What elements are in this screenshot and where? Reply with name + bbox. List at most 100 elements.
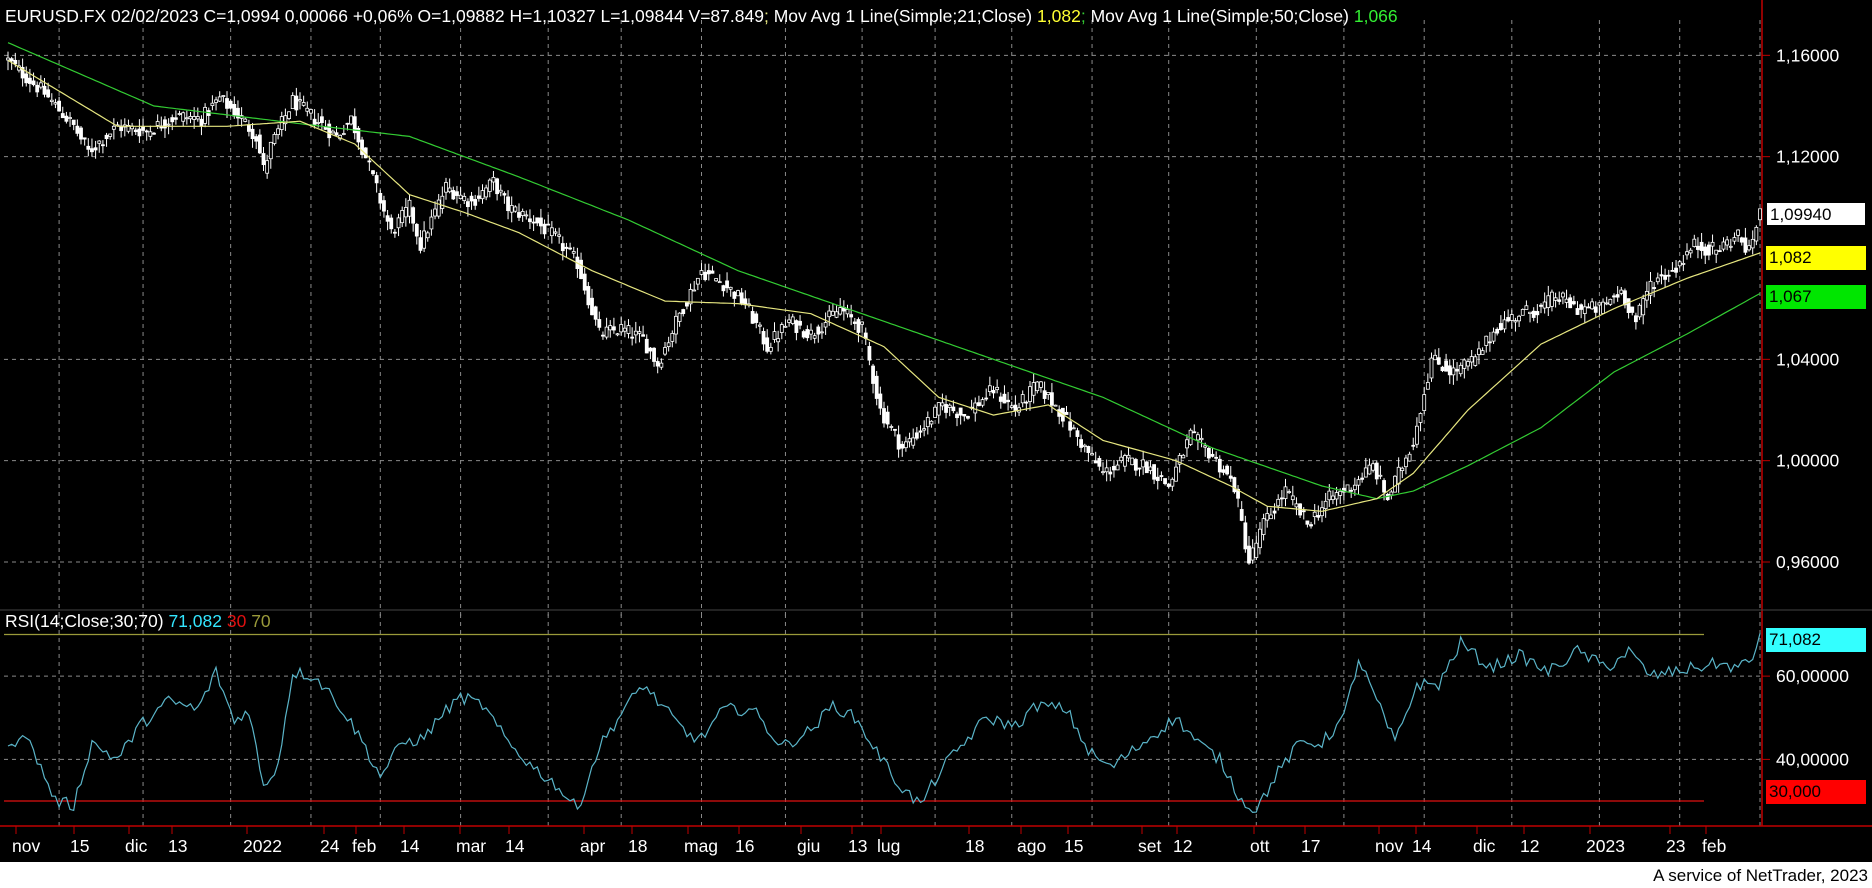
- candle-body: [1254, 542, 1259, 558]
- candle-body: [1163, 478, 1167, 485]
- candle-body: [1593, 306, 1598, 313]
- candle-body: [750, 311, 755, 324]
- candle-body: [1466, 361, 1470, 367]
- candle-body: [524, 214, 529, 217]
- candle-body: [1079, 439, 1083, 448]
- candle-body: [539, 217, 543, 227]
- candle-body: [1393, 475, 1397, 493]
- x-tick-label: 14: [400, 836, 420, 856]
- candle-body: [586, 286, 591, 306]
- candle-body: [615, 333, 620, 336]
- candle-body: [1221, 469, 1226, 473]
- candle-body: [290, 95, 295, 109]
- candle-body: [1557, 299, 1562, 302]
- candle-body: [655, 361, 660, 367]
- candle-body: [20, 66, 25, 79]
- candle-body: [27, 77, 32, 84]
- candle-body: [1316, 515, 1321, 518]
- candle-body: [181, 112, 186, 122]
- x-tick-label: nov: [12, 836, 40, 856]
- candle-body: [1265, 513, 1270, 521]
- candle-body: [1539, 304, 1543, 307]
- candle-body: [1272, 510, 1277, 514]
- candle-body: [900, 443, 905, 449]
- candle-body: [1663, 274, 1667, 280]
- candle-body: [1502, 319, 1507, 330]
- candle-body: [1579, 304, 1584, 310]
- candle-body: [1728, 245, 1733, 248]
- candle-body: [502, 193, 507, 196]
- quote-label: C=1,0994 0,00066 +0,06% O=1,09882 H=1,10…: [203, 6, 764, 26]
- candle-body: [352, 116, 357, 134]
- candle-body: [1634, 315, 1638, 323]
- candle-body: [1710, 241, 1715, 247]
- candle-body: [546, 223, 551, 226]
- candle-body: [966, 415, 970, 419]
- candle-body: [82, 137, 87, 140]
- candle-body: [809, 329, 813, 335]
- candle-body: [1276, 498, 1281, 507]
- candle-body: [998, 396, 1003, 402]
- candle-body: [1024, 401, 1029, 404]
- candle-body: [1681, 263, 1686, 265]
- candle-body: [64, 115, 69, 122]
- candle-body: [1006, 399, 1010, 403]
- candle-body: [1484, 335, 1489, 346]
- candle-body: [246, 124, 251, 132]
- candle-body: [455, 191, 459, 196]
- candle-body: [896, 434, 901, 450]
- price-tick-label: 1,16000: [1776, 45, 1840, 65]
- x-tick-label: 18: [628, 836, 647, 856]
- candle-body: [378, 192, 383, 204]
- candle-body: [173, 117, 178, 120]
- footer-credit: A service of NetTrader, 2023: [1653, 866, 1868, 885]
- candle-body: [1126, 454, 1131, 459]
- candle-body: [97, 140, 102, 144]
- candle-body: [403, 207, 408, 218]
- candle-body: [1294, 503, 1299, 508]
- candle-body: [367, 160, 372, 163]
- candle-body: [287, 111, 291, 119]
- candle-body: [794, 320, 799, 333]
- candle-body: [312, 118, 317, 125]
- candle-body: [710, 270, 715, 274]
- candle-body: [1717, 250, 1722, 253]
- candle-body: [944, 404, 948, 413]
- candle-body: [6, 57, 10, 61]
- candle-body: [1601, 301, 1605, 314]
- candle-body: [199, 118, 204, 127]
- candle-body: [688, 289, 693, 305]
- candle-body: [1228, 475, 1233, 479]
- candle-body: [1327, 490, 1332, 501]
- candle-body: [1378, 474, 1383, 477]
- candle-body: [111, 125, 116, 130]
- candle-body: [1495, 328, 1500, 334]
- candle-body: [429, 216, 434, 230]
- candle-body: [210, 102, 215, 106]
- candle-body: [1196, 434, 1200, 441]
- candle-body: [1447, 365, 1452, 376]
- candle-body: [1144, 461, 1149, 474]
- candle-body: [1528, 311, 1532, 314]
- candle-body: [823, 322, 828, 328]
- price-tick-label: 1,12000: [1776, 147, 1840, 167]
- candle-body: [13, 59, 18, 65]
- candle-body: [283, 115, 288, 125]
- candle-body: [323, 127, 328, 130]
- candle-body: [1232, 477, 1237, 493]
- candle-body: [1626, 298, 1631, 313]
- candle-body: [137, 128, 142, 137]
- candle-body: [1283, 486, 1288, 499]
- candle-body: [604, 326, 609, 338]
- rsi-tick-label: 60,00000: [1776, 666, 1849, 686]
- candle-body: [962, 414, 967, 417]
- candle-body: [590, 297, 594, 316]
- ma50-price-tag: 1,067: [1766, 285, 1866, 309]
- candle-body: [53, 102, 58, 105]
- candle-body: [553, 231, 558, 234]
- candle-body: [1287, 491, 1292, 494]
- candle-body: [298, 99, 302, 102]
- candle-body: [1655, 277, 1660, 283]
- candle-body: [779, 324, 784, 333]
- candle-body: [476, 195, 481, 199]
